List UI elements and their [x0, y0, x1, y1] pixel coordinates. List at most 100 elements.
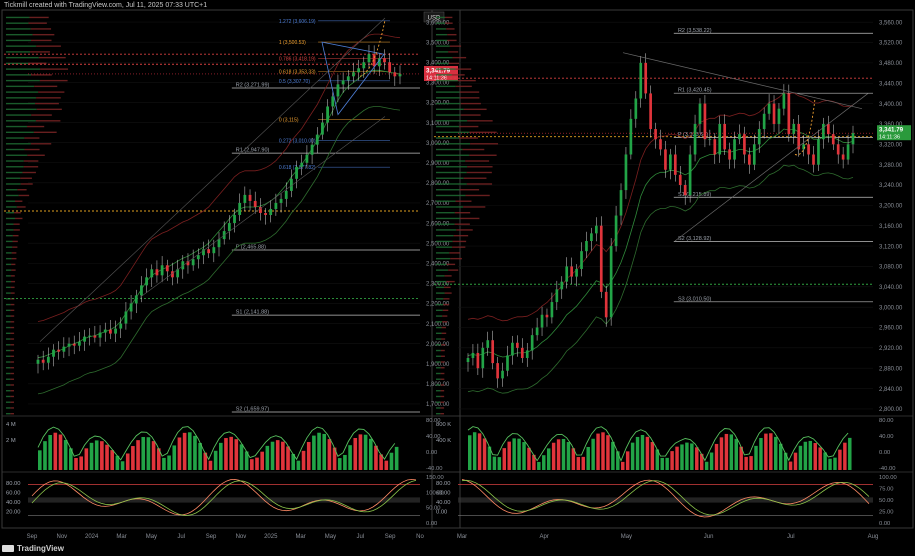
right-vp-bar-red	[467, 166, 493, 168]
right-vp-bar-green	[436, 384, 441, 386]
right-candle-body	[703, 103, 707, 140]
left-candle-body	[191, 259, 195, 266]
right-vp-bar-green	[436, 114, 461, 116]
right-volume-bar	[522, 442, 526, 470]
right-candle-body	[530, 335, 534, 351]
left-volume-bar	[389, 452, 394, 470]
right-vp-bar-green	[436, 97, 460, 99]
left-vp-bar-green	[6, 378, 11, 380]
right-price-badge-value: 3,341.79	[879, 127, 904, 134]
right-candle-body	[634, 98, 638, 119]
left-volume-bar	[120, 461, 125, 470]
left-candle-body	[93, 335, 97, 338]
right-vp-bar-red	[448, 62, 460, 65]
right-volume-bar	[665, 457, 669, 470]
right-vp-bar-green	[436, 367, 441, 369]
right-volume-y-label: 0.00	[879, 450, 890, 456]
right-candle-body	[748, 154, 751, 165]
right-vp-bar-red	[459, 97, 480, 99]
right-stoch-left-label: 0.00	[436, 510, 447, 516]
left-y-tick-label: 2,100.00	[426, 322, 450, 328]
right-vp-bar-red	[456, 229, 473, 231]
left-candle-body	[160, 265, 164, 276]
right-vp-bar-red	[465, 194, 490, 197]
right-vp-bar-green	[436, 298, 444, 300]
left-volume-bar	[172, 445, 177, 470]
right-volume-bar	[828, 458, 832, 470]
left-vp-bar-red	[10, 349, 15, 352]
right-candle-body	[728, 149, 731, 160]
left-candle-body	[305, 154, 309, 163]
right-vp-bar-green	[436, 85, 456, 88]
left-candles	[36, 44, 402, 374]
left-candle-body	[181, 261, 185, 270]
right-triangle-resistance	[622, 52, 863, 110]
right-vp-bar-green	[436, 102, 461, 105]
right-candle-body	[698, 103, 702, 124]
left-vp-bar-green	[6, 79, 40, 82]
left-candle-body	[134, 295, 138, 304]
left-vp-bar-green	[6, 56, 39, 59]
left-candle-body	[57, 349, 61, 352]
left-vp-bar-red	[12, 246, 18, 248]
left-vp-bar-green	[6, 189, 18, 191]
left-volume-left-label: 4 M	[6, 422, 16, 428]
right-vp-bar-red	[440, 361, 445, 363]
right-vp-bar-red	[444, 292, 452, 294]
right-vp-bar-red	[463, 108, 487, 111]
left-candle-body	[88, 335, 92, 337]
left-vp-bar-red	[11, 263, 16, 266]
right-candle-body	[609, 246, 613, 318]
right-vp-bar-green	[436, 349, 441, 352]
left-vp-bar-red	[24, 148, 40, 151]
left-vp-bar-red	[10, 332, 15, 334]
right-volume-bar	[606, 435, 610, 470]
left-vp-bar-red	[31, 39, 52, 42]
left-volume-bar	[306, 441, 311, 470]
left-volume-bar	[100, 441, 104, 470]
right-stoch-midband	[458, 497, 873, 503]
right-vp-bar-green	[436, 91, 460, 93]
right-vp-bar-green	[436, 240, 453, 243]
left-volume-bar	[162, 457, 166, 470]
right-candle-body	[826, 123, 830, 135]
right-vp-bar-red	[452, 56, 467, 59]
right-y-tick-label: 3,320.00	[879, 143, 903, 149]
left-volume-y-label: 0.00	[426, 450, 437, 456]
right-y-tick-label: 3,160.00	[879, 224, 903, 230]
left-candle-body	[367, 54, 371, 63]
right-volume-bar	[655, 449, 660, 470]
left-candle-body	[269, 208, 273, 216]
right-candle-body	[599, 225, 603, 292]
left-vp-bar-red	[10, 361, 15, 363]
left-vp-bar-green	[6, 51, 31, 53]
right-candle-body	[659, 139, 662, 150]
left-vp-bar-green	[6, 62, 29, 65]
left-x-tick-label: Nov	[57, 534, 68, 540]
left-vp-bar-green	[6, 401, 11, 403]
left-vp-bar-red	[10, 355, 15, 357]
right-vp-bar-green	[436, 108, 464, 111]
left-vp-bar-green	[6, 229, 14, 231]
right-vp-bar-green	[436, 246, 453, 248]
right-vp-bar-green	[436, 45, 450, 47]
left-vp-bar-green	[6, 85, 35, 88]
right-vp-bar-red	[463, 177, 487, 179]
right-volume-bar	[621, 461, 625, 470]
right-vp-bar-red	[466, 171, 492, 174]
left-candle-body	[227, 223, 231, 232]
right-vp-bar-red	[442, 315, 448, 317]
right-vp-bar-red	[452, 240, 467, 243]
right-vp-bar-green	[436, 28, 447, 30]
right-vp-bar-green	[436, 286, 445, 289]
right-vp-bar-red	[447, 33, 457, 36]
left-vp-bar-green	[6, 361, 11, 363]
left-vp-bar-green	[6, 275, 11, 277]
left-vp-bar-red	[13, 223, 20, 225]
right-candle-body	[762, 113, 766, 130]
right-volume-bar	[576, 457, 581, 470]
left-vp-bar-red	[34, 85, 58, 88]
left-volume-bar	[363, 434, 368, 470]
left-vp-bar-red	[35, 102, 59, 105]
